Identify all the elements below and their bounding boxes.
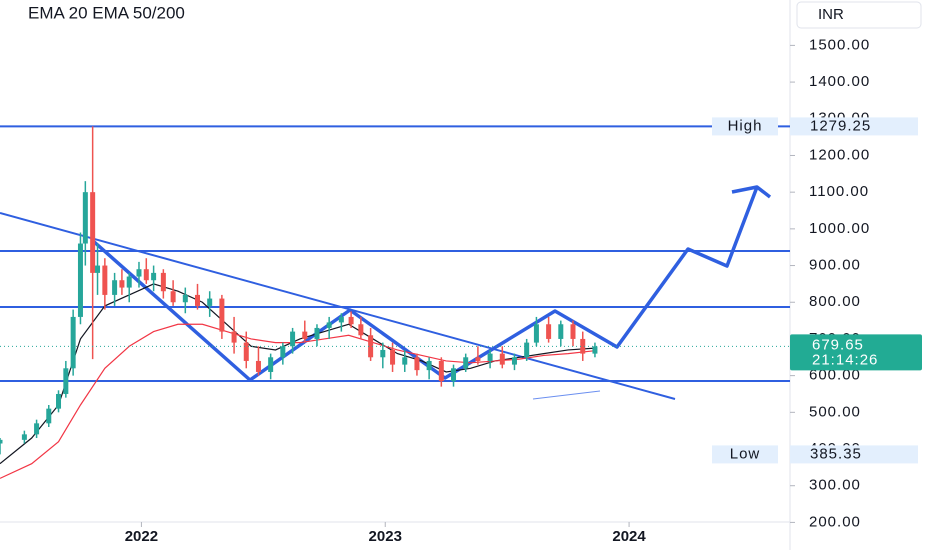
candle-body bbox=[402, 357, 408, 365]
badge-label: High bbox=[728, 117, 763, 134]
candle-body bbox=[136, 269, 142, 277]
y-tick-label: 1500.00 bbox=[809, 36, 870, 53]
y-tick-label: 600.00 bbox=[809, 367, 861, 384]
candle-body bbox=[524, 342, 530, 358]
badge-value: 385.35 bbox=[810, 445, 862, 462]
candle-body bbox=[451, 368, 457, 382]
candle-body bbox=[463, 357, 469, 369]
candle-body bbox=[151, 272, 157, 281]
candle-body bbox=[112, 280, 118, 295]
candle-body bbox=[219, 298, 225, 332]
y-tick-label: 200.00 bbox=[809, 513, 861, 530]
candle-body bbox=[390, 349, 396, 365]
candle-body bbox=[207, 298, 213, 306]
price-axis: 200.00300.00400.00500.00600.00700.00800.… bbox=[712, 36, 922, 530]
candle-body bbox=[580, 338, 586, 354]
plot: 2022 2023 2024 bbox=[0, 125, 790, 545]
candle-body bbox=[170, 291, 176, 303]
small-line bbox=[532, 390, 601, 400]
candle-body bbox=[546, 324, 552, 339]
candle-body bbox=[499, 353, 505, 365]
last-price: 679.65 bbox=[812, 336, 864, 353]
candle-body bbox=[380, 349, 386, 358]
value-badge bbox=[790, 117, 918, 136]
value-badge bbox=[790, 445, 918, 464]
y-tick-label: 300.00 bbox=[809, 477, 861, 494]
chart-title: EMA 20 EMA 50/200 bbox=[28, 3, 185, 22]
label-badge bbox=[712, 445, 778, 464]
candle-body bbox=[77, 243, 83, 317]
candle-body bbox=[90, 192, 96, 273]
candle-body bbox=[570, 324, 576, 339]
arrow-head bbox=[731, 185, 772, 199]
candle-body bbox=[195, 294, 200, 306]
candle-body bbox=[475, 357, 481, 361]
candle-body bbox=[243, 342, 249, 361]
candle-body bbox=[231, 331, 237, 343]
candle-body bbox=[280, 346, 286, 358]
candle-body bbox=[414, 357, 420, 371]
candle-body bbox=[126, 276, 132, 288]
y-tick-label: 900.00 bbox=[809, 257, 861, 274]
x-tick-label: 2024 bbox=[612, 528, 646, 545]
candle-body bbox=[592, 346, 598, 354]
label-badge bbox=[712, 117, 778, 136]
currency[interactable]: INR bbox=[818, 6, 844, 23]
candle-body bbox=[348, 316, 354, 325]
candle-body bbox=[143, 269, 149, 281]
candle-body bbox=[290, 331, 296, 347]
badge-label: Low bbox=[730, 445, 761, 462]
y-tick-label: 1400.00 bbox=[809, 73, 870, 90]
candle-body bbox=[21, 434, 27, 440]
candle-body bbox=[56, 393, 62, 409]
candle-body bbox=[487, 353, 493, 361]
candle-body bbox=[70, 316, 76, 369]
y-tick-label: 800.00 bbox=[809, 293, 861, 310]
candle-body bbox=[268, 357, 274, 372]
currency-button[interactable] bbox=[796, 1, 922, 29]
candle-body bbox=[358, 324, 364, 336]
x-tick-label: 2023 bbox=[369, 528, 402, 545]
candle-body bbox=[102, 265, 108, 295]
candle-body bbox=[558, 324, 564, 339]
candle-body bbox=[95, 265, 101, 273]
badge-value: 1279.25 bbox=[810, 117, 871, 134]
candle-body bbox=[438, 360, 444, 382]
candle-body bbox=[302, 331, 308, 339]
candle-body bbox=[338, 316, 344, 323]
x-tick-label: 2022 bbox=[125, 528, 158, 545]
candle-body bbox=[160, 272, 166, 292]
candle-body bbox=[426, 360, 432, 371]
countdown: 21:14:26 bbox=[812, 351, 878, 368]
last-price-badge bbox=[790, 334, 922, 371]
candle-body bbox=[511, 357, 517, 365]
y-tick-label: 500.00 bbox=[809, 403, 861, 420]
candle-body bbox=[533, 324, 539, 343]
candle-body bbox=[314, 327, 320, 339]
candle-body bbox=[182, 294, 188, 303]
ema-line bbox=[0, 323, 596, 479]
y-tick-label: 1000.00 bbox=[809, 220, 870, 237]
candle-body bbox=[0, 439, 3, 444]
y-tick-label: 1200.00 bbox=[809, 146, 870, 163]
candle-body bbox=[82, 192, 88, 244]
candle-body bbox=[119, 280, 125, 288]
candle-body bbox=[34, 423, 40, 435]
candle-body bbox=[63, 368, 69, 394]
trend-line bbox=[0, 212, 676, 400]
y-tick-label: 1100.00 bbox=[809, 183, 869, 200]
candle-body bbox=[46, 408, 52, 424]
candle-body bbox=[326, 322, 332, 328]
candle-body bbox=[255, 360, 261, 372]
candle-body bbox=[368, 335, 374, 358]
